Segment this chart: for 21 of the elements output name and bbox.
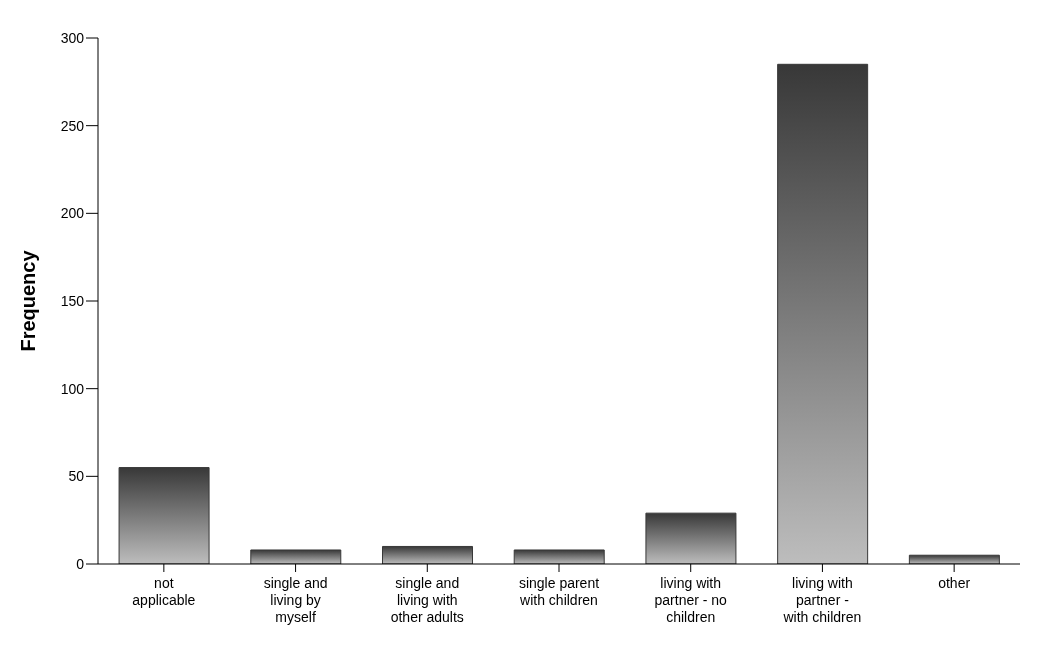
x-tick-label: living with partner - with children [782,575,862,625]
bar [250,549,342,564]
y-tick-label: 0 [76,555,85,572]
y-tick-label: 50 [68,468,85,485]
y-tick-label: 100 [60,380,85,397]
x-tick-label: other [938,575,971,591]
y-tick-label: 200 [60,205,85,222]
x-tick-label: single and living with other adults [390,575,464,625]
bar [513,549,605,564]
bar [118,467,210,564]
bar [645,512,737,564]
bar [382,545,473,564]
y-tick-label: 150 [60,292,85,309]
x-tick-label: living with partner - no children [654,575,728,625]
y-tick-label: 250 [60,117,85,134]
y-axis-title: Frequency [17,249,40,352]
x-tick-label: single parent with children [518,575,600,608]
x-tick-label: single and living by myself [263,575,328,625]
y-tick-label: 300 [60,29,85,46]
x-tick-label: not applicable [132,575,196,608]
bar [777,63,869,564]
